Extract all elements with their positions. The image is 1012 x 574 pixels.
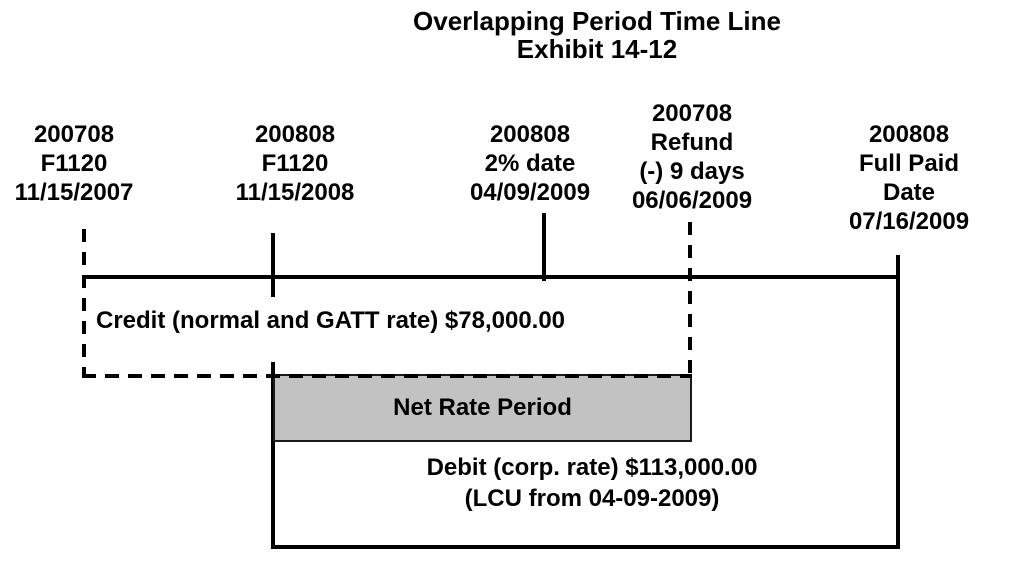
- marker-label-line: 04/09/2009: [469, 179, 591, 206]
- net-rate-period-label: Net Rate Period: [393, 394, 572, 421]
- net-rate-period-box: Net Rate Period: [273, 374, 692, 442]
- marker-label-line: Refund: [650, 129, 734, 156]
- marker-label-line: 07/16/2009: [848, 208, 970, 235]
- marker-label-full-paid-date: 200808 Full Paid Date 07/16/2009: [829, 120, 989, 236]
- marker-label-200708-f1120: 200708 F1120 11/15/2007: [0, 120, 154, 207]
- marker-label-line: 06/06/2009: [631, 187, 753, 214]
- full-paid-date-line: [896, 255, 900, 549]
- diagram-title-line1: Overlapping Period Time Line: [413, 6, 781, 36]
- debit-annotation-line2: (LCU from 04-09-2009): [464, 485, 720, 512]
- marker-label-line: 200808: [254, 121, 336, 148]
- timeline-axis: [84, 275, 898, 279]
- marker-label-2-percent-date: 200808 2% date 04/09/2009: [450, 120, 610, 207]
- marker-label-line: 11/15/2007: [14, 179, 134, 206]
- marker-label-line: 200708: [33, 121, 115, 148]
- diagram-title: Overlapping Period Time Line Exhibit 14-…: [397, 7, 797, 63]
- marker-label-line: 200808: [868, 121, 950, 148]
- tick-11-15-2008: [271, 233, 275, 297]
- marker-label-line: F1120: [40, 150, 108, 177]
- marker-label-line: (-) 9 days: [639, 158, 745, 185]
- debit-annotation-line1: Debit (corp. rate) $113,000.00: [426, 454, 758, 481]
- debit-period-bottom-line: [271, 545, 900, 549]
- marker-label-line: 200808: [489, 121, 571, 148]
- debit-period-left-line: [271, 362, 275, 549]
- dashed-line-credit-start: [82, 229, 86, 378]
- dashed-line-refund-date: [688, 222, 692, 376]
- debit-annotation: Debit (corp. rate) $113,000.00 (LCU from…: [342, 452, 842, 514]
- marker-label-line: 200708: [651, 100, 733, 127]
- marker-label-line: Full Paid: [858, 150, 959, 177]
- dashed-line-credit-bottom: [82, 374, 692, 378]
- marker-label-200808-f1120: 200808 F1120 11/15/2008: [215, 120, 375, 207]
- marker-label-refund: 200708 Refund (-) 9 days 06/06/2009: [612, 99, 772, 215]
- marker-label-line: F1120: [261, 150, 329, 177]
- tick-2-percent-date: [542, 213, 546, 281]
- marker-label-line: 11/15/2008: [235, 179, 355, 206]
- marker-label-line: 2% date: [484, 150, 576, 177]
- diagram-title-line2: Exhibit 14-12: [516, 34, 678, 64]
- marker-label-line: Date: [882, 179, 936, 206]
- credit-annotation: Credit (normal and GATT rate) $78,000.00: [96, 307, 566, 334]
